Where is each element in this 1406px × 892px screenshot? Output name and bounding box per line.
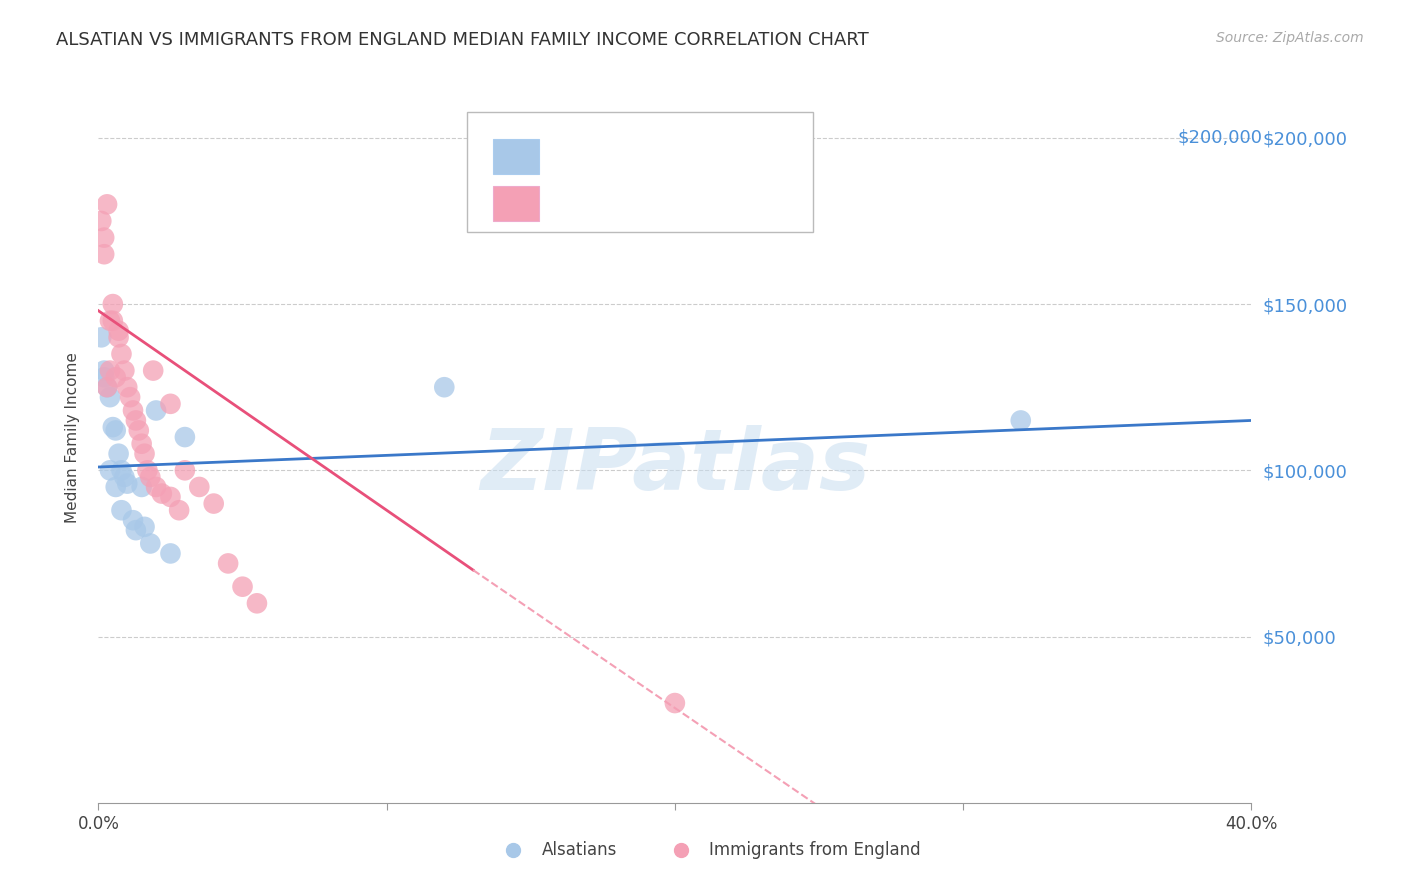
Text: ZIPatlas: ZIPatlas xyxy=(479,425,870,508)
Point xyxy=(98,314,121,328)
Point xyxy=(96,380,118,394)
Point xyxy=(112,363,135,377)
Text: N =: N = xyxy=(689,146,737,164)
Point xyxy=(110,347,132,361)
Y-axis label: Median Family Income: Median Family Income xyxy=(65,351,80,523)
Point xyxy=(101,420,124,434)
Point xyxy=(664,696,686,710)
FancyBboxPatch shape xyxy=(467,112,813,232)
Point xyxy=(159,546,181,560)
Point xyxy=(125,523,148,537)
Point xyxy=(120,390,142,404)
Text: N =: N = xyxy=(689,194,737,212)
Point xyxy=(93,247,115,261)
Point xyxy=(1010,413,1032,427)
Point xyxy=(145,403,167,417)
Point xyxy=(167,503,190,517)
Text: Source: ZipAtlas.com: Source: ZipAtlas.com xyxy=(1216,31,1364,45)
Point xyxy=(139,536,162,550)
Point xyxy=(98,363,121,377)
Text: R =: R = xyxy=(553,194,589,212)
Point xyxy=(90,330,112,344)
Point xyxy=(98,390,121,404)
Point xyxy=(202,497,225,511)
Text: -0.560: -0.560 xyxy=(607,194,668,212)
Point xyxy=(107,330,129,344)
Point xyxy=(104,424,127,438)
Point xyxy=(188,480,211,494)
Point xyxy=(90,214,112,228)
Point xyxy=(96,380,118,394)
Point xyxy=(131,436,153,450)
Text: 0.037: 0.037 xyxy=(607,146,666,164)
Text: 24: 24 xyxy=(752,146,775,164)
Point xyxy=(136,463,159,477)
Point xyxy=(217,557,239,571)
Text: Immigrants from England: Immigrants from England xyxy=(710,841,921,859)
Point xyxy=(174,463,197,477)
FancyBboxPatch shape xyxy=(492,138,538,174)
Point xyxy=(110,503,132,517)
Point xyxy=(131,480,153,494)
Point xyxy=(93,363,115,377)
Text: ALSATIAN VS IMMIGRANTS FROM ENGLAND MEDIAN FAMILY INCOME CORRELATION CHART: ALSATIAN VS IMMIGRANTS FROM ENGLAND MEDI… xyxy=(56,31,869,49)
Point xyxy=(96,197,118,211)
Point xyxy=(107,324,129,338)
Point xyxy=(107,447,129,461)
Point xyxy=(128,424,150,438)
Point xyxy=(159,490,181,504)
Text: 36: 36 xyxy=(752,194,775,212)
Point xyxy=(117,380,139,394)
Point xyxy=(231,580,254,594)
Point xyxy=(150,486,173,500)
Point xyxy=(101,297,124,311)
Point xyxy=(159,397,181,411)
Point xyxy=(104,480,127,494)
Text: Alsatians: Alsatians xyxy=(543,841,617,859)
Point xyxy=(125,413,148,427)
Point xyxy=(122,403,145,417)
Point xyxy=(433,380,456,394)
Point xyxy=(174,430,197,444)
Point xyxy=(134,520,156,534)
Point xyxy=(122,513,145,527)
FancyBboxPatch shape xyxy=(492,186,538,221)
Point xyxy=(93,230,115,244)
Point xyxy=(101,314,124,328)
Point xyxy=(112,470,135,484)
Point xyxy=(104,370,127,384)
Point xyxy=(98,463,121,477)
Point xyxy=(145,480,167,494)
Point xyxy=(110,463,132,477)
Point xyxy=(246,596,269,610)
Point xyxy=(93,370,115,384)
Point xyxy=(117,476,139,491)
Point xyxy=(142,363,165,377)
Text: $200,000: $200,000 xyxy=(1177,128,1263,147)
Point xyxy=(139,470,162,484)
Point xyxy=(134,447,156,461)
Text: R =: R = xyxy=(553,146,589,164)
